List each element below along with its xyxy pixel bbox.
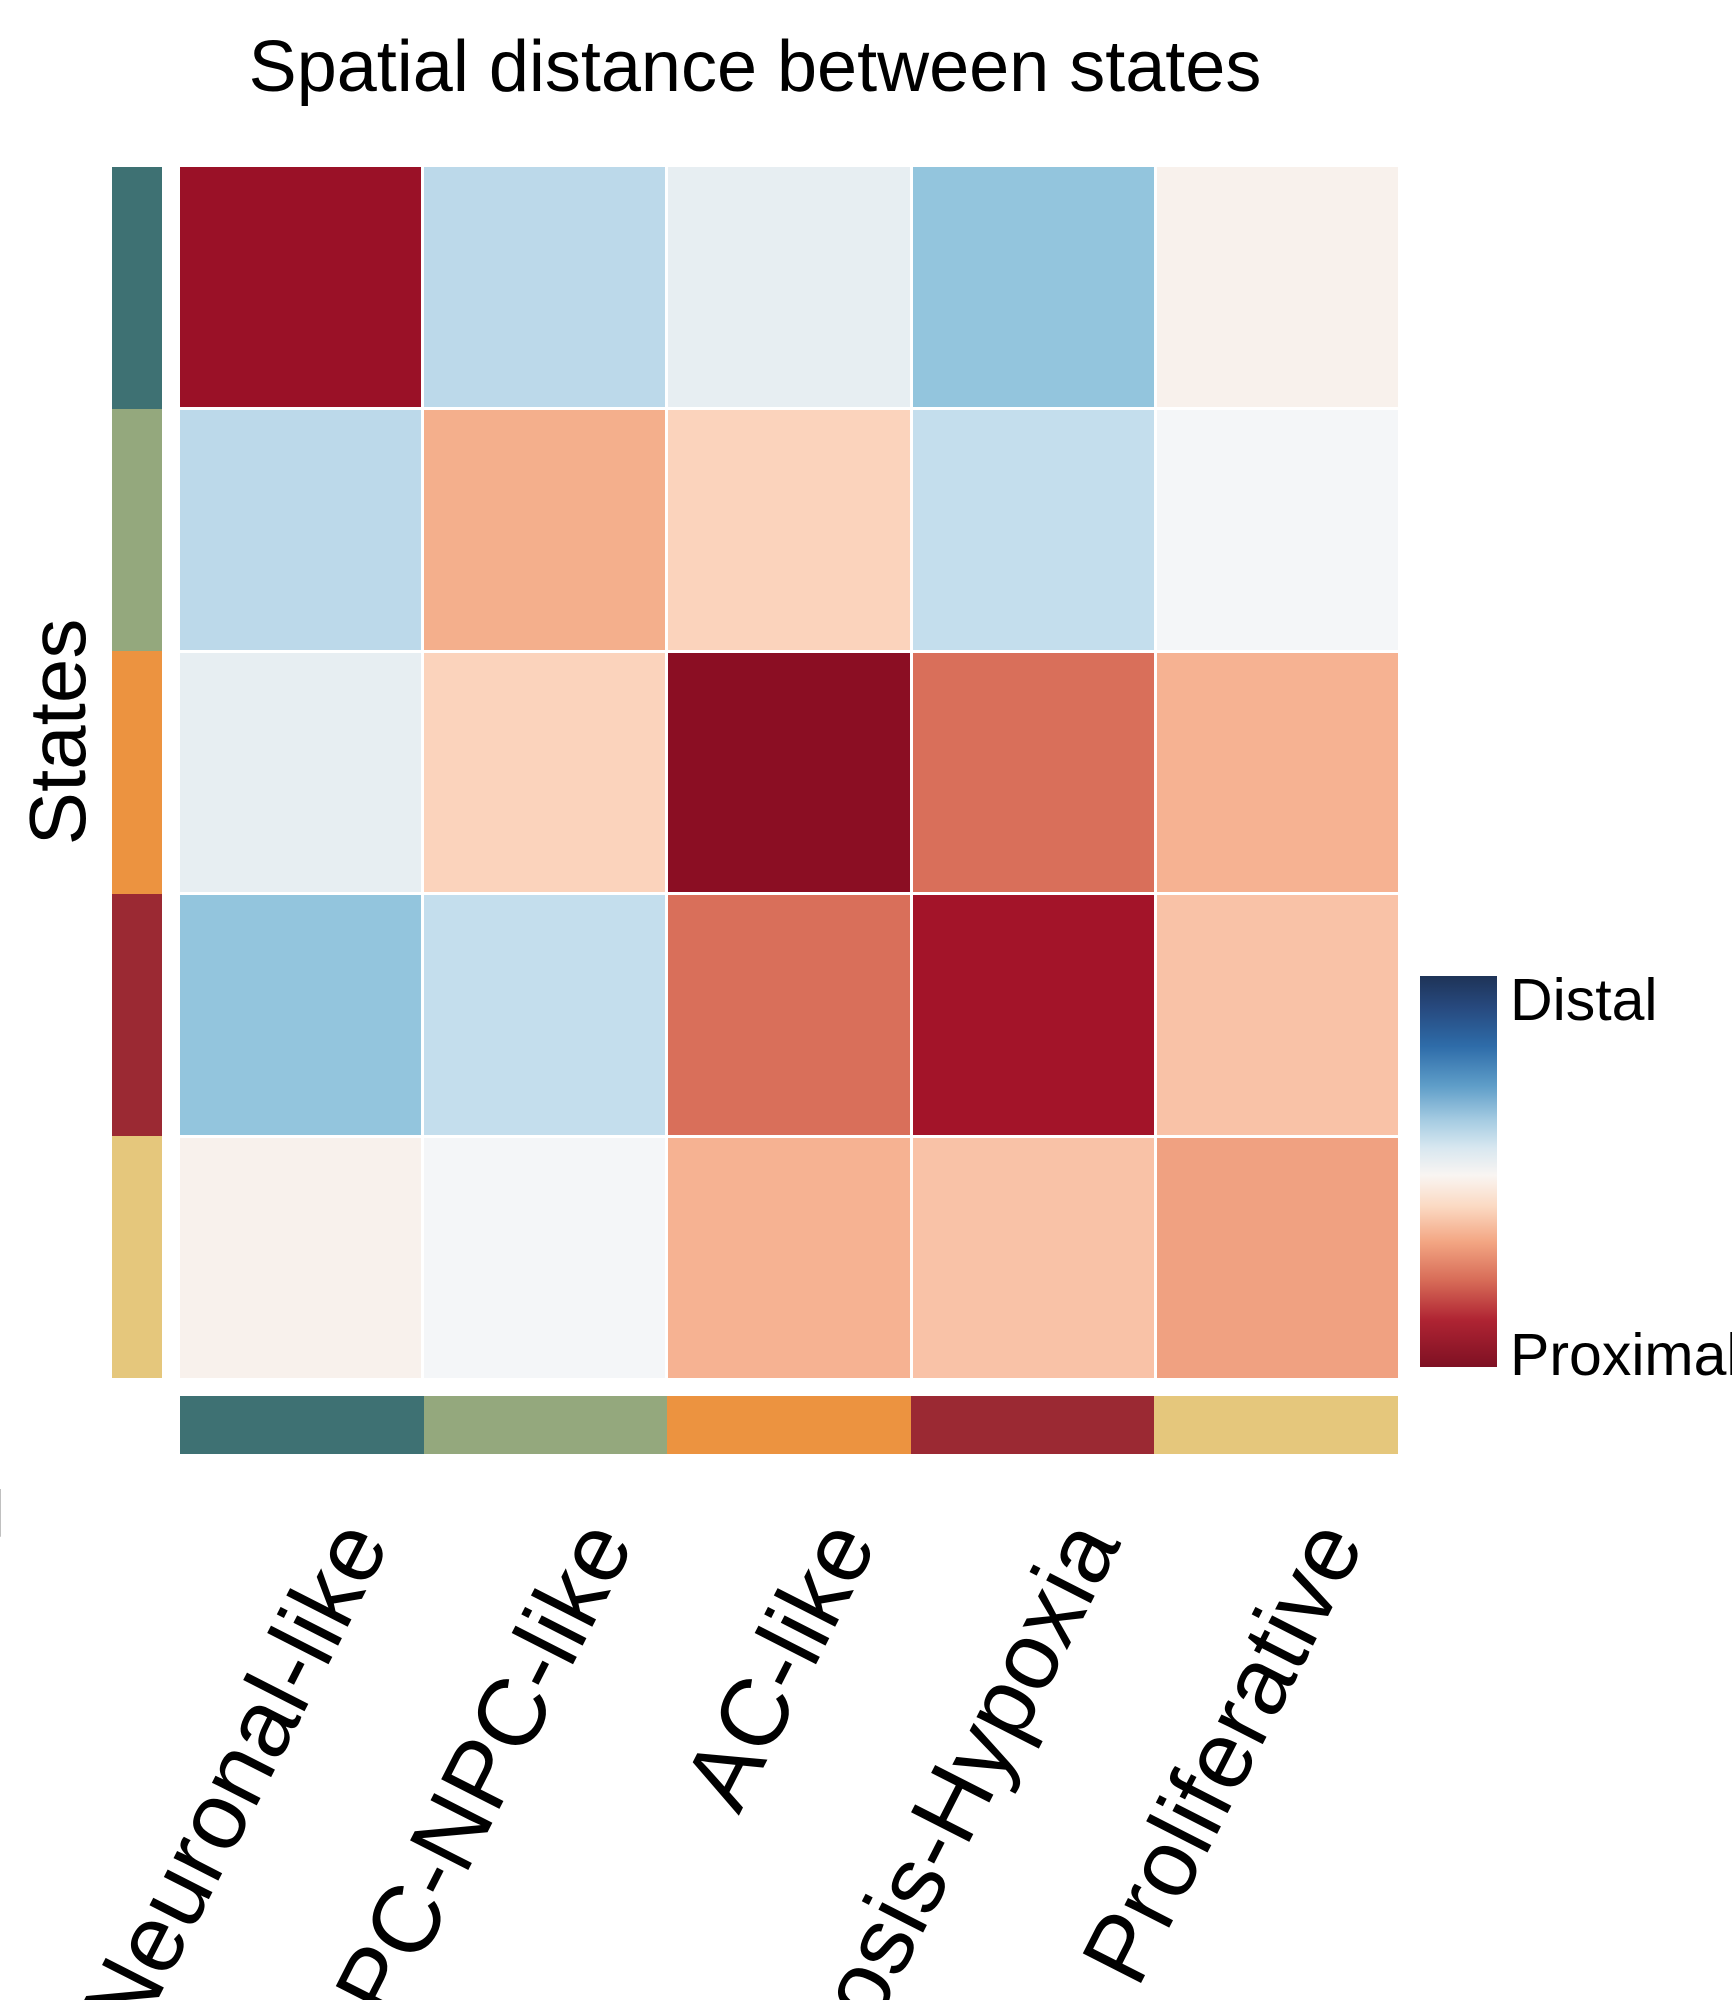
row-annotation-segment xyxy=(112,651,162,894)
heatmap-cell xyxy=(668,1138,910,1378)
colorbar-gradient xyxy=(1420,976,1497,1367)
heatmap-cell xyxy=(180,1138,422,1378)
colorbar-label-proximal: Proximal xyxy=(1510,1322,1732,1388)
heatmap-cell xyxy=(1156,895,1398,1136)
heatmap-cell xyxy=(180,409,422,650)
heatmap-cell xyxy=(424,895,666,1136)
heatmap-cell xyxy=(1156,1138,1398,1378)
heatmap-cell xyxy=(180,895,422,1136)
clipped-text-fragment: l xyxy=(0,1476,5,1552)
chart-title: Spatial distance between states xyxy=(248,27,1262,107)
column-label: AC-like xyxy=(662,1504,897,1826)
heatmap-cell xyxy=(912,1138,1154,1378)
heatmap-cell xyxy=(912,895,1154,1136)
row-annotation-segment xyxy=(112,893,162,1136)
heatmap-cell xyxy=(180,167,422,407)
heatmap-cell xyxy=(1156,652,1398,893)
heatmap-cell xyxy=(912,652,1154,893)
heatmap-cell xyxy=(912,409,1154,650)
heatmap-cell xyxy=(668,895,910,1136)
col-annotation-segment xyxy=(910,1396,1155,1454)
heatmap-grid xyxy=(180,167,1398,1378)
heatmap-cell xyxy=(912,167,1154,407)
heatmap-cell xyxy=(424,1138,666,1378)
col-annotation-segment xyxy=(1154,1396,1398,1454)
heatmap-cell xyxy=(424,167,666,407)
heatmap-cell xyxy=(424,409,666,650)
heatmap-cell xyxy=(668,409,910,650)
heatmap-cell xyxy=(668,167,910,407)
heatmap-cell xyxy=(180,652,422,893)
col-annotation-segment xyxy=(180,1396,424,1454)
heatmap-cell xyxy=(424,652,666,893)
heatmap-cell xyxy=(1156,409,1398,650)
row-annotation-segment xyxy=(112,167,162,410)
y-axis-label: States xyxy=(13,618,102,846)
row-annotation-segment xyxy=(112,409,162,652)
colorbar-label-distal: Distal xyxy=(1510,967,1658,1033)
row-annotation-bar xyxy=(112,167,162,1379)
column-annotation-bar xyxy=(180,1396,1398,1454)
col-annotation-segment xyxy=(667,1396,911,1454)
col-annotation-segment xyxy=(423,1396,668,1454)
row-annotation-segment xyxy=(112,1135,162,1379)
heatmap-cell xyxy=(1156,167,1398,407)
heatmap-cell xyxy=(668,652,910,893)
